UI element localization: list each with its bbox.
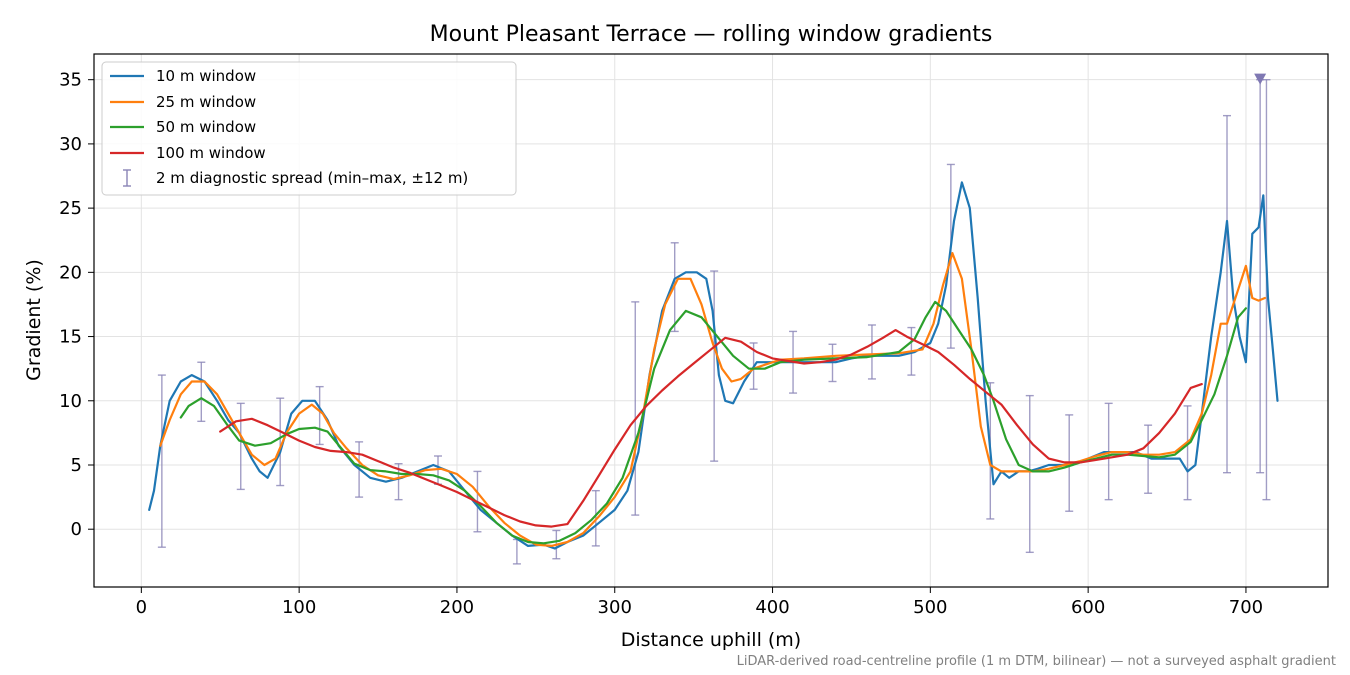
series-line-4 — [219, 329, 1203, 528]
y-tick-label: 15 — [59, 327, 82, 348]
x-tick-label: 200 — [440, 597, 474, 618]
spread-errorbar — [236, 402, 245, 491]
series-lines — [148, 181, 1279, 550]
peak-marker-layer — [1254, 73, 1267, 85]
peak-marker — [1254, 73, 1267, 85]
legend-label: 2 m diagnostic spread (min–max, ±12 m) — [156, 169, 468, 187]
x-axis-ticks: 0 100 200 300 400 500 600 700 — [136, 587, 1263, 618]
spread-errorbar — [276, 397, 285, 487]
spread-errorbar — [157, 374, 166, 548]
legend-item-4: 100 m window — [110, 144, 266, 162]
y-tick-label: 35 — [59, 70, 82, 91]
chart-title: Mount Pleasant Terrace — rolling window … — [430, 22, 993, 47]
spread-errorbar — [315, 385, 324, 446]
legend-label: 50 m window — [156, 118, 256, 136]
spread-errorbar — [197, 361, 206, 423]
plot-frame — [93, 53, 1329, 588]
y-axis-label: Gradient (%) — [23, 259, 45, 381]
y-tick-label: 30 — [59, 134, 82, 155]
x-tick-label: 600 — [1071, 597, 1105, 618]
legend-item-1: 10 m window — [110, 67, 256, 85]
x-tick-label: 500 — [913, 597, 947, 618]
y-tick-label: 5 — [71, 455, 82, 476]
footnote: LiDAR-derived road-centreline profile (1… — [737, 654, 1336, 669]
spread-errorbar — [1262, 78, 1271, 501]
legend-item-2: 25 m window — [110, 93, 256, 111]
x-tick-label: 100 — [282, 597, 316, 618]
x-tick-label: 400 — [755, 597, 789, 618]
legend-item-spread: 2 m diagnostic spread (min–max, ±12 m) — [123, 169, 468, 187]
legend-item-3: 50 m window — [110, 118, 256, 136]
y-tick-label: 25 — [59, 198, 82, 219]
legend-label: 10 m window — [156, 67, 256, 85]
legend-label: 25 m window — [156, 93, 256, 111]
y-tick-label: 0 — [71, 519, 82, 540]
spread-errorbar — [1183, 405, 1192, 501]
spread-errorbar — [867, 324, 876, 380]
legend-label: 100 m window — [156, 144, 266, 162]
spread-errorbar — [1144, 424, 1153, 494]
spread-errorbar — [631, 301, 640, 516]
x-tick-label: 300 — [598, 597, 632, 618]
x-tick-label: 0 — [136, 597, 147, 618]
spread-errorbar — [710, 270, 719, 462]
x-tick-label: 700 — [1229, 597, 1263, 618]
legend-box — [101, 61, 517, 196]
y-axis-ticks: 0 5 10 15 20 25 30 35 — [59, 70, 94, 540]
y-tick-label: 10 — [59, 391, 82, 412]
x-axis-label: Distance uphill (m) — [621, 629, 801, 651]
legend: 10 m window 25 m window 50 m window 100 m w… — [101, 61, 517, 196]
y-tick-label: 20 — [59, 262, 82, 283]
spread-errorbar — [1223, 114, 1232, 474]
spread-errorbar — [1025, 394, 1034, 554]
